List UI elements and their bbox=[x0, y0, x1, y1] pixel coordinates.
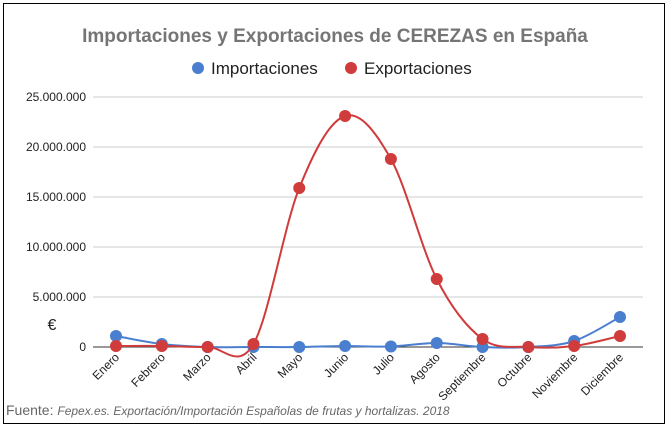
data-point bbox=[155, 340, 168, 352]
data-point bbox=[339, 340, 352, 352]
source-label: Fuente: bbox=[6, 402, 54, 418]
data-point bbox=[430, 273, 443, 285]
legend-label: Importaciones bbox=[211, 59, 318, 78]
data-point bbox=[293, 341, 306, 353]
data-point bbox=[247, 338, 260, 350]
data-point bbox=[293, 182, 306, 194]
x-tick-label: Septiembre bbox=[435, 350, 489, 404]
data-point bbox=[522, 341, 535, 353]
legend-marker bbox=[345, 62, 357, 74]
data-point bbox=[384, 153, 397, 165]
series-line bbox=[115, 316, 621, 349]
source-text: Fepex.es. Exportación/Importación Españo… bbox=[57, 404, 450, 418]
y-tick-label: 15.000.000 bbox=[26, 190, 86, 204]
data-point bbox=[568, 340, 581, 352]
y-tick-label: 25.000.000 bbox=[26, 90, 86, 104]
x-tick-label: Agosto bbox=[407, 350, 444, 387]
data-point bbox=[614, 311, 626, 323]
data-point bbox=[476, 333, 489, 345]
legend-marker bbox=[192, 62, 204, 74]
x-tick-label: Marzo bbox=[180, 350, 214, 384]
series bbox=[110, 110, 626, 358]
data-point bbox=[384, 340, 397, 353]
x-tick-label: Octubre bbox=[494, 350, 534, 390]
source-note: Fuente: Fepex.es. Exportación/Importació… bbox=[6, 402, 450, 418]
y-tick-label: 0 bbox=[79, 340, 86, 354]
gridlines bbox=[93, 96, 643, 348]
chart-frame bbox=[3, 3, 665, 424]
x-tick-label: Junio bbox=[321, 350, 351, 380]
data-point bbox=[110, 330, 122, 342]
chart-title: Importaciones y Exportaciones de CEREZAS… bbox=[82, 26, 588, 47]
x-tick-label: Noviembre bbox=[529, 350, 580, 401]
x-tick-label: Febrero bbox=[128, 350, 168, 390]
data-point bbox=[201, 341, 214, 353]
data-point bbox=[430, 337, 443, 349]
series-exportaciones bbox=[110, 110, 626, 358]
data-point bbox=[110, 340, 122, 352]
legend-label: Exportaciones bbox=[364, 59, 472, 78]
y-axis-label: € bbox=[48, 317, 57, 334]
data-point bbox=[614, 330, 626, 342]
series-line bbox=[115, 114, 621, 358]
x-tick-label: Enero bbox=[90, 350, 123, 383]
legend: Importaciones Exportaciones bbox=[192, 59, 472, 78]
x-axis-ticks: Enero Febrero Marzo Abril Mayo Junio Julio Agos… bbox=[90, 350, 627, 404]
x-tick-label: Julio bbox=[370, 350, 398, 378]
y-axis-ticks: 0 5.000.000 10.000.000 15.000.000 20.000.000… bbox=[26, 90, 86, 354]
x-tick-label: Diciembre bbox=[578, 350, 626, 398]
x-tick-label: Mayo bbox=[275, 350, 306, 381]
y-tick-label: 10.000.000 bbox=[26, 240, 86, 254]
data-point bbox=[339, 110, 352, 122]
y-tick-label: 20.000.000 bbox=[26, 140, 86, 154]
y-tick-label: 5.000.000 bbox=[33, 290, 87, 304]
